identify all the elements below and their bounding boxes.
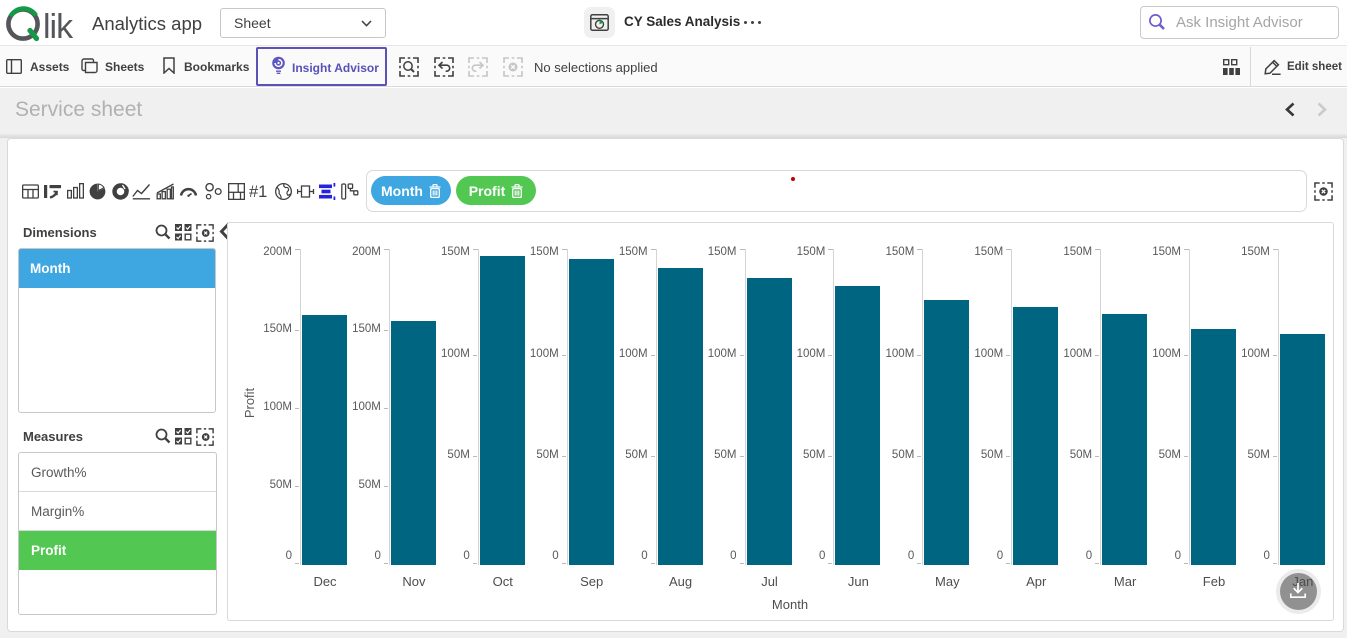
svg-text:lik: lik xyxy=(43,8,74,44)
svg-text:#1: #1 xyxy=(249,183,267,200)
